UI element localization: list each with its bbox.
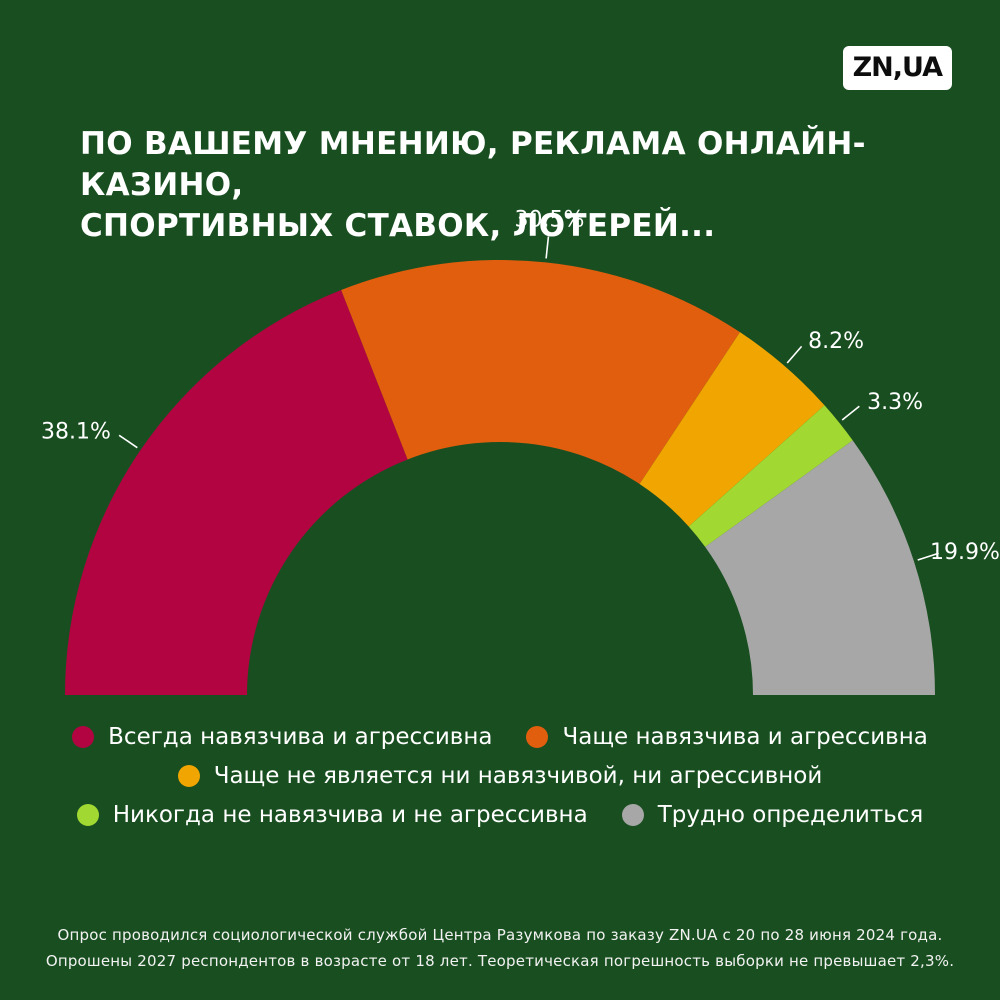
legend-item: Всегда навязчива и агрессивна [72,724,492,750]
title-line-1: ПО ВАШЕМУ МНЕНИЮ, РЕКЛАМА ОНЛАЙН-КАЗИНО, [80,126,866,203]
legend-dot-icon [526,726,549,748]
donut-segment-4 [688,405,853,547]
label-leader-line [917,552,939,561]
segment-value-label: 30.5% [515,208,585,233]
segment-value-label: 3.3% [867,390,923,415]
legend-item: Трудно определиться [621,802,924,828]
segment-value-label: 38.1% [41,420,111,445]
legend-item: Чаще навязчива и агрессивна [526,724,928,750]
segment-value-label: 8.2% [808,329,864,354]
legend-label: Никогда не навязчива и не агрессивна [112,802,588,828]
legend-label: Чаще навязчива и агрессивна [562,724,928,750]
half-donut-chart: 38.1% 30.5% 8.2% 3.3% 19.9% [41,208,1000,695]
legend-label: Чаще не является ни навязчивой, ни агрес… [213,763,823,789]
legend-item: Никогда не навязчива и не агрессивна [76,802,588,828]
znua-logo: ZN,UA [842,46,952,90]
chart-legend: Всегда навязчива и агрессивна Чаще навязч… [0,724,1000,841]
donut-segment-3 [639,332,825,527]
legend-row: Никогда не навязчива и не агрессивна Труд… [0,802,1000,828]
label-leader-line [545,236,550,259]
page-title: ПО ВАШЕМУ МНЕНИЮ, РЕКЛАМА ОНЛАЙН-КАЗИНО,… [80,124,1000,247]
legend-label: Всегда навязчива и агрессивна [108,724,493,750]
legend-item: Чаще не является ни навязчивой, ни агрес… [177,763,823,789]
survey-footnote: Опрос проводился социологической службой… [0,922,1000,975]
donut-segment-1 [65,290,408,695]
legend-dot-icon [76,804,99,826]
footnote-line-1: Опрос проводился социологической службой… [57,926,943,944]
legend-dot-icon [72,726,95,748]
segment-value-label: 19.9% [930,540,1000,565]
legend-label: Трудно определиться [657,802,924,828]
label-leader-line [118,434,138,449]
label-leader-line [841,405,860,421]
legend-dot-icon [177,765,200,787]
footnote-line-2: Опрошены 2027 респондентов в возрасте от… [45,952,955,971]
legend-dot-icon [621,804,644,826]
donut-segment-2 [341,260,740,484]
donut-segment-5 [705,440,935,695]
legend-row: Чаще не является ни навязчивой, ни агрес… [0,763,1000,789]
title-line-2: СПОРТИВНЫХ СТАВОК, ЛОТЕРЕЙ... [80,207,716,244]
label-leader-line [786,345,803,364]
legend-row: Всегда навязчива и агрессивна Чаще навязч… [0,724,1000,750]
